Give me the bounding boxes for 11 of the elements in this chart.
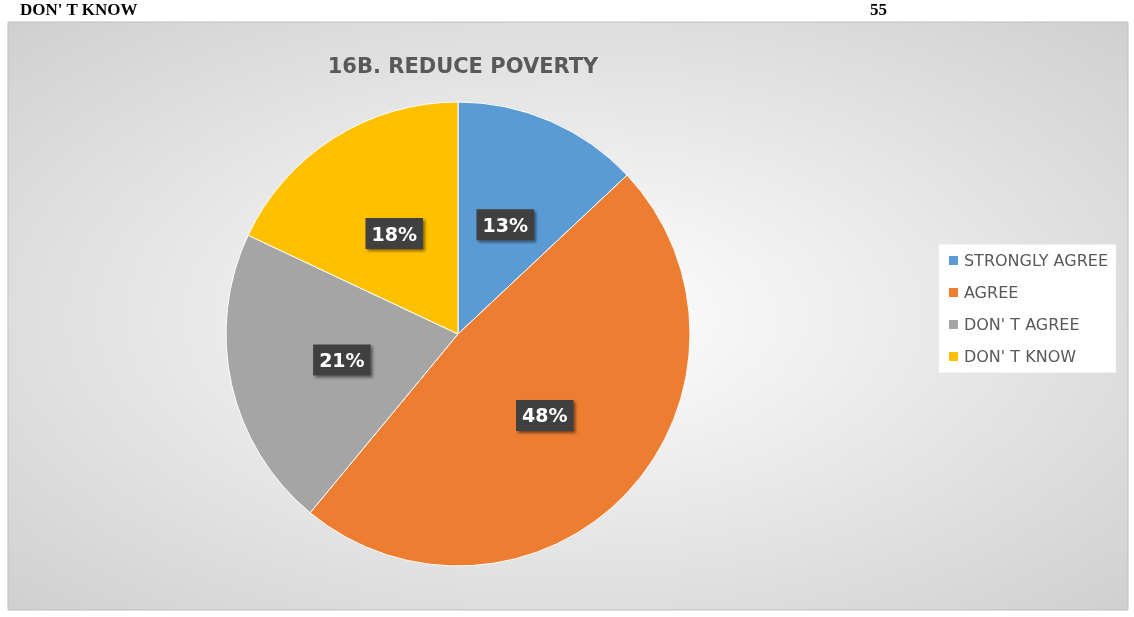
- legend-label: AGREE: [963, 283, 1019, 302]
- data-label: 21%: [319, 348, 365, 371]
- legend-label: DON' T KNOW: [963, 347, 1077, 366]
- data-label: 48%: [522, 404, 568, 427]
- text: 55: [870, 0, 887, 19]
- text: DON' T KNOW: [20, 0, 138, 19]
- legend-label: STRONGLY AGREE: [963, 251, 1109, 270]
- legend-label: DON' T AGREE: [963, 315, 1080, 334]
- data-label: 18%: [371, 222, 417, 245]
- data-label: 13%: [482, 213, 528, 236]
- chart-title: 16B. REDUCE POVERTY: [327, 53, 600, 78]
